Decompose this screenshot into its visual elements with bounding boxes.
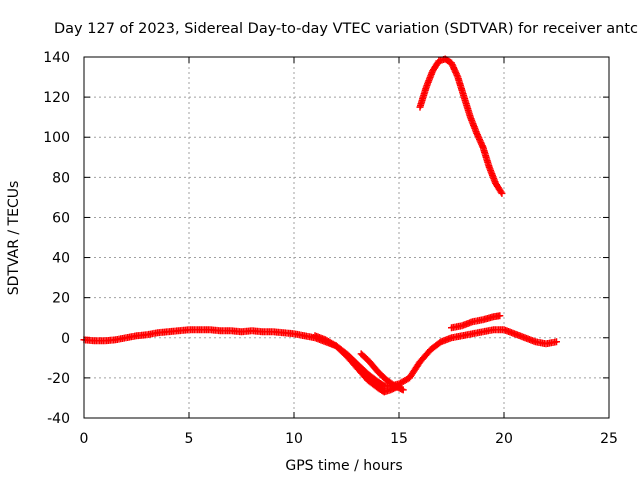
chart-title: Day 127 of 2023, Sidereal Day-to-day VTE… [54, 21, 638, 37]
series-layer [80, 55, 560, 396]
y-tick-label: 60 [52, 210, 70, 226]
y-tick-label: -40 [47, 411, 70, 427]
data-point [496, 312, 504, 320]
y-tick-label: 100 [43, 130, 70, 146]
y-tick-label: 80 [52, 170, 70, 186]
y-tick-label: 0 [61, 331, 70, 347]
series-lower-band [311, 332, 403, 396]
x-tick-label: 15 [390, 431, 408, 447]
y-axis-label: SDTVAR / TECUs [6, 181, 22, 296]
series-secondary-dip [357, 350, 407, 394]
x-tick-label: 25 [600, 431, 618, 447]
x-axis-label: GPS time / hours [285, 458, 402, 474]
y-tick-label: 40 [52, 251, 70, 267]
data-point [399, 386, 407, 394]
x-tick-label: 5 [185, 431, 194, 447]
x-tick-label: 0 [80, 431, 89, 447]
y-tick-label: 120 [43, 90, 70, 106]
series-upper-arc [416, 55, 506, 197]
data-point [553, 338, 560, 346]
x-tick-label: 10 [285, 431, 303, 447]
axes: 0 5 10 15 20 25 -40 -20 0 20 40 60 80 100 120 140 [43, 50, 618, 447]
plot-frame [83, 56, 610, 419]
series-rising-branch [448, 312, 504, 332]
y-tick-label: -20 [47, 371, 70, 387]
x-tick-label: 20 [495, 431, 513, 447]
y-tick-label: 20 [52, 291, 70, 307]
grid [84, 57, 609, 418]
data-point [497, 188, 505, 196]
data-point [498, 189, 506, 197]
y-tick-label: 140 [43, 50, 70, 66]
